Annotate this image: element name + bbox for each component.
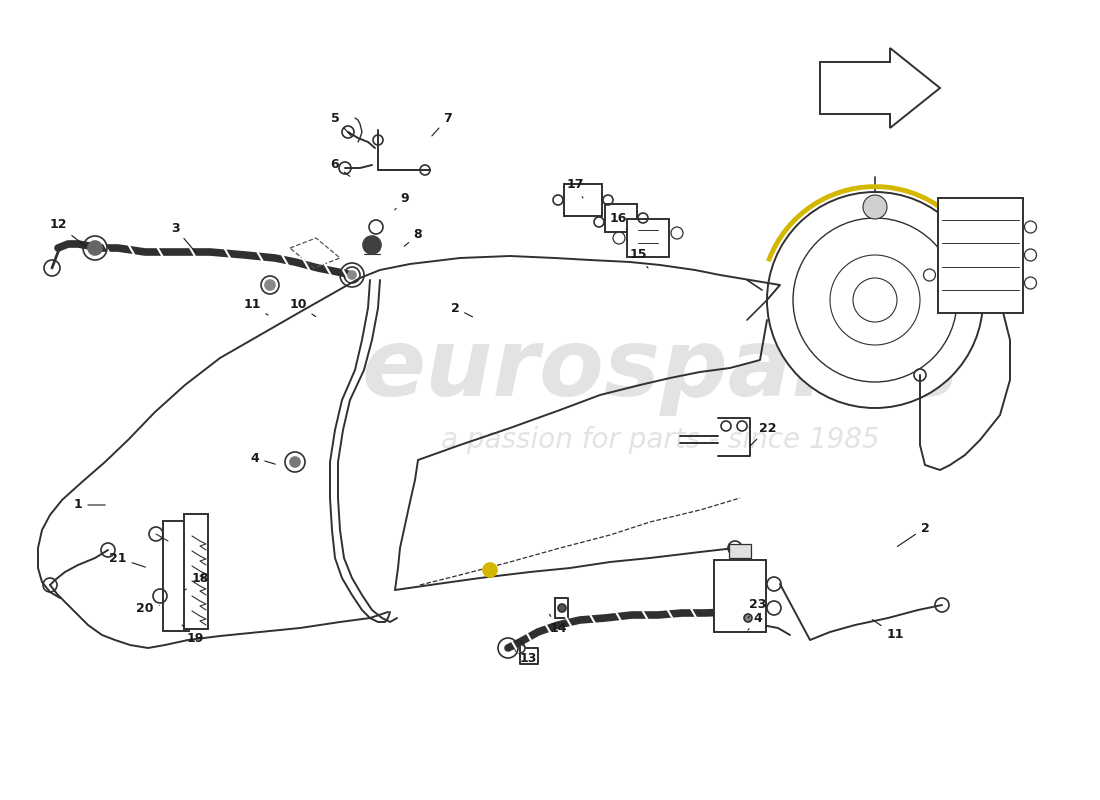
Text: 4: 4 [251, 451, 275, 465]
Text: 1: 1 [74, 498, 106, 511]
Text: 3: 3 [170, 222, 196, 253]
Circle shape [290, 457, 300, 467]
Text: 16: 16 [609, 211, 627, 230]
Bar [605, 204, 637, 232]
Bar [937, 198, 1023, 313]
Text: 8: 8 [404, 229, 422, 246]
Bar [564, 184, 602, 216]
Text: 12: 12 [50, 218, 86, 246]
Text: 23: 23 [748, 598, 767, 618]
Circle shape [483, 563, 497, 577]
Text: 2: 2 [898, 522, 929, 546]
Bar [184, 514, 208, 629]
Text: 17: 17 [566, 178, 584, 198]
Text: 7: 7 [432, 111, 452, 136]
Text: 11: 11 [243, 298, 268, 315]
Text: 9: 9 [395, 191, 409, 210]
Circle shape [864, 195, 887, 219]
Text: eurospares: eurospares [361, 324, 959, 416]
Bar [627, 219, 669, 257]
Text: 11: 11 [872, 619, 904, 642]
Text: a passion for parts - since 1985: a passion for parts - since 1985 [441, 426, 879, 454]
Text: 10: 10 [289, 298, 316, 317]
Polygon shape [820, 48, 940, 128]
Text: 4: 4 [748, 611, 762, 630]
Circle shape [348, 271, 356, 279]
Text: 13: 13 [519, 641, 537, 665]
Circle shape [88, 241, 102, 255]
Text: 20: 20 [136, 602, 160, 614]
Circle shape [744, 614, 752, 622]
Bar [714, 560, 766, 632]
Text: 2: 2 [451, 302, 473, 317]
Text: 5: 5 [331, 111, 351, 136]
Text: 21: 21 [109, 551, 145, 567]
Circle shape [767, 192, 983, 408]
Circle shape [363, 236, 381, 254]
Circle shape [793, 218, 957, 382]
Circle shape [265, 280, 275, 290]
Bar [729, 544, 751, 558]
Text: 15: 15 [629, 249, 648, 268]
Text: 19: 19 [182, 625, 204, 645]
Text: 22: 22 [750, 422, 777, 446]
Text: 14: 14 [549, 614, 566, 634]
Bar [163, 521, 189, 631]
Circle shape [558, 604, 566, 612]
Text: 6: 6 [331, 158, 350, 176]
Text: 18: 18 [185, 571, 209, 590]
